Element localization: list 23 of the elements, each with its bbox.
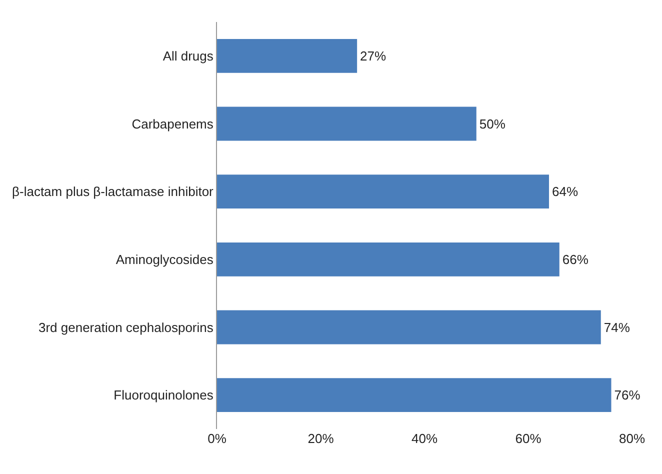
y-tick-label: Aminoglycosides [116, 252, 214, 267]
y-tick-label: β-lactam plus β-lactamase inhibitor [12, 184, 214, 200]
data-label: 64% [552, 184, 578, 200]
x-tick-label: 0% [208, 431, 227, 446]
x-tick-label: 20% [308, 431, 334, 446]
bar [217, 310, 601, 344]
y-tick-label: Fluoroquinolones [114, 388, 214, 403]
bar [217, 106, 476, 141]
bar [217, 38, 358, 73]
y-tick-label: Carbapenems [132, 116, 214, 132]
y-tick-label: 3rd generation cephalosporins [38, 320, 214, 335]
data-label: 50% [479, 116, 506, 132]
x-tick-label: 80% [618, 431, 646, 446]
data-label: 74% [604, 320, 630, 335]
bar [217, 174, 549, 209]
x-tick-label: 60% [515, 431, 542, 446]
data-label: 27% [360, 48, 387, 64]
bar [217, 378, 612, 412]
y-tick-label: All drugs [162, 48, 214, 64]
bar [217, 242, 560, 276]
data-label: 76% [614, 388, 641, 403]
x-tick-label: 40% [411, 431, 438, 446]
data-label: 66% [562, 252, 589, 267]
